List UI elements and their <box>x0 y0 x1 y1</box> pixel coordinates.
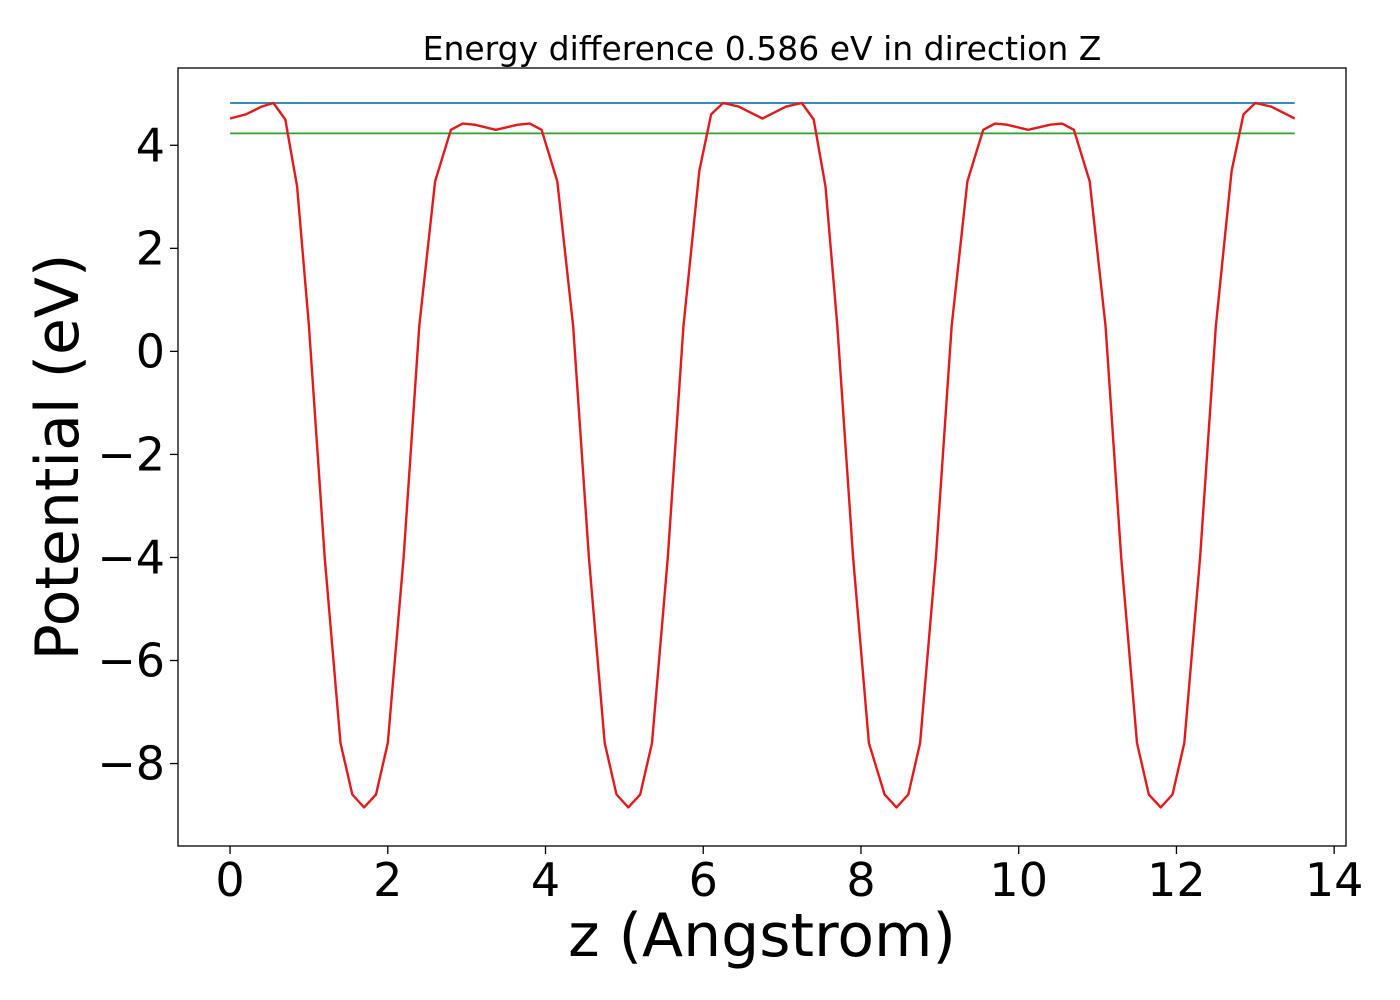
y-tick-label: 0 <box>136 324 165 378</box>
y-tick-label: 2 <box>136 221 165 275</box>
x-tick-label: 4 <box>531 853 560 907</box>
y-tick-label: −6 <box>97 634 165 688</box>
x-axis-label: z (Angstrom) <box>568 901 956 971</box>
x-tick-label: 14 <box>1305 853 1364 907</box>
plot-frame <box>177 67 1347 847</box>
x-tick-label: 0 <box>215 853 244 907</box>
potential-curve <box>229 101 1296 809</box>
chart-title: Energy difference 0.586 eV in direction … <box>423 29 1102 68</box>
x-tick-label: 12 <box>1147 853 1206 907</box>
y-tick-label: −4 <box>97 530 165 584</box>
y-tick-label: −8 <box>97 737 165 791</box>
x-tick-label: 10 <box>989 853 1048 907</box>
x-tick-label: 8 <box>846 853 875 907</box>
plot-area <box>229 101 1296 809</box>
x-axis: 0 2 4 6 8 10 12 14 <box>215 846 1363 907</box>
x-tick-label: 2 <box>373 853 402 907</box>
x-tick-label: 6 <box>689 853 718 907</box>
y-tick-label: 4 <box>136 118 165 172</box>
y-tick-label: −2 <box>97 427 165 481</box>
y-axis: 4 2 0 −2 −4 −6 −8 <box>97 118 178 791</box>
y-axis-label: Potential (eV) <box>23 254 93 661</box>
